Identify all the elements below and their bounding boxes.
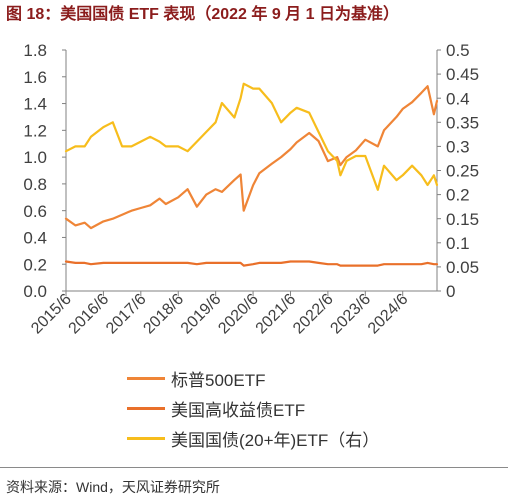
legend-item-treasury: 美国国债(20+年)ETF（右） — [127, 423, 379, 453]
y-right-tick-label: 0.45 — [446, 65, 479, 84]
y-left-tick-label: 1.6 — [23, 68, 47, 87]
y-left-tick-label: 1.8 — [23, 41, 47, 60]
y-right-tick-label: 0.3 — [446, 138, 470, 157]
y-left-tick-label: 0.2 — [23, 255, 47, 274]
y-left-tick-label: 1.0 — [23, 148, 47, 167]
source-divider — [0, 467, 508, 468]
legend-swatch-sp500 — [127, 376, 165, 380]
y-right-tick-label: 0.15 — [446, 210, 479, 229]
y-left-tick-label: 0.4 — [23, 229, 47, 248]
y-left-tick-label: 0.8 — [23, 175, 47, 194]
legend-label-high-yield: 美国高收益债ETF — [171, 400, 306, 420]
y-right-tick-label: 0.05 — [446, 258, 479, 277]
legend-item-sp500: 标普500ETF — [127, 363, 379, 393]
y-left-tick-label: 0.0 — [23, 282, 47, 301]
y-right-tick-label: 0.5 — [446, 41, 470, 60]
legend-swatch-high-yield — [127, 406, 165, 410]
x-tick-label: 2023/6 — [327, 291, 374, 338]
y-right-tick-label: 0.4 — [446, 89, 470, 108]
legend-label-sp500: 标普500ETF — [171, 370, 266, 390]
chart-legend: 标普500ETF 美国高收益债ETF 美国国债(20+年)ETF（右） — [127, 363, 379, 453]
chart-plot: 0.0 0.2 0.4 0.6 0.8 1.0 1.2 1.4 1.6 1.8 0 0.05 0.1 0.… — [23, 41, 479, 338]
y-right-tick-label: 0.1 — [446, 234, 470, 253]
figure-title: 图 18：美国国债 ETF 表现（2022 年 9 月 1 日为基准） — [6, 6, 399, 23]
legend-label-treasury: 美国国债(20+年)ETF（右） — [171, 430, 380, 450]
y-left-tick-label: 1.4 — [23, 95, 47, 114]
x-tick-label: 2016/6 — [66, 291, 113, 338]
x-tick-label: 2024/6 — [365, 291, 412, 338]
legend-item-high-yield: 美国高收益债ETF — [127, 393, 379, 423]
y-right-tick-label: 0.2 — [446, 186, 470, 205]
series-line-high-yield — [64, 260, 439, 267]
series-line-treasury — [64, 82, 439, 191]
legend-swatch-treasury — [127, 436, 165, 440]
x-tick-label: 2017/6 — [103, 291, 150, 338]
y-right-tick-label: 0 — [446, 282, 455, 301]
x-tick-label: 2019/6 — [178, 291, 225, 338]
x-tick-label: 2018/6 — [140, 291, 187, 338]
source-note: 资料来源：Wind，天风证券研究所 — [6, 479, 220, 495]
y-right-tick-label: 0.35 — [446, 113, 479, 132]
x-tick-label: 2022/6 — [290, 291, 337, 338]
x-tick-label: 2021/6 — [253, 291, 300, 338]
series-line-sp500 — [64, 85, 439, 230]
y-left-tick-label: 0.6 — [23, 202, 47, 221]
y-right-tick-label: 0.25 — [446, 162, 479, 181]
x-tick-label: 2020/6 — [215, 291, 262, 338]
y-left-tick-label: 1.2 — [23, 121, 47, 140]
